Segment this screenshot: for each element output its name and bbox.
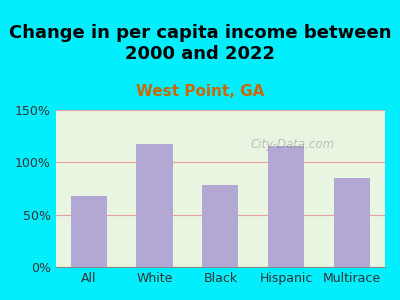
Text: City-Data.com: City-Data.com: [251, 138, 335, 151]
Bar: [202, 185, 238, 267]
Bar: [136, 143, 173, 267]
Bar: [268, 146, 304, 267]
Bar: [334, 178, 370, 267]
Bar: [71, 196, 107, 267]
Text: West Point, GA: West Point, GA: [136, 84, 264, 99]
Text: Change in per capita income between
2000 and 2022: Change in per capita income between 2000…: [9, 24, 391, 63]
